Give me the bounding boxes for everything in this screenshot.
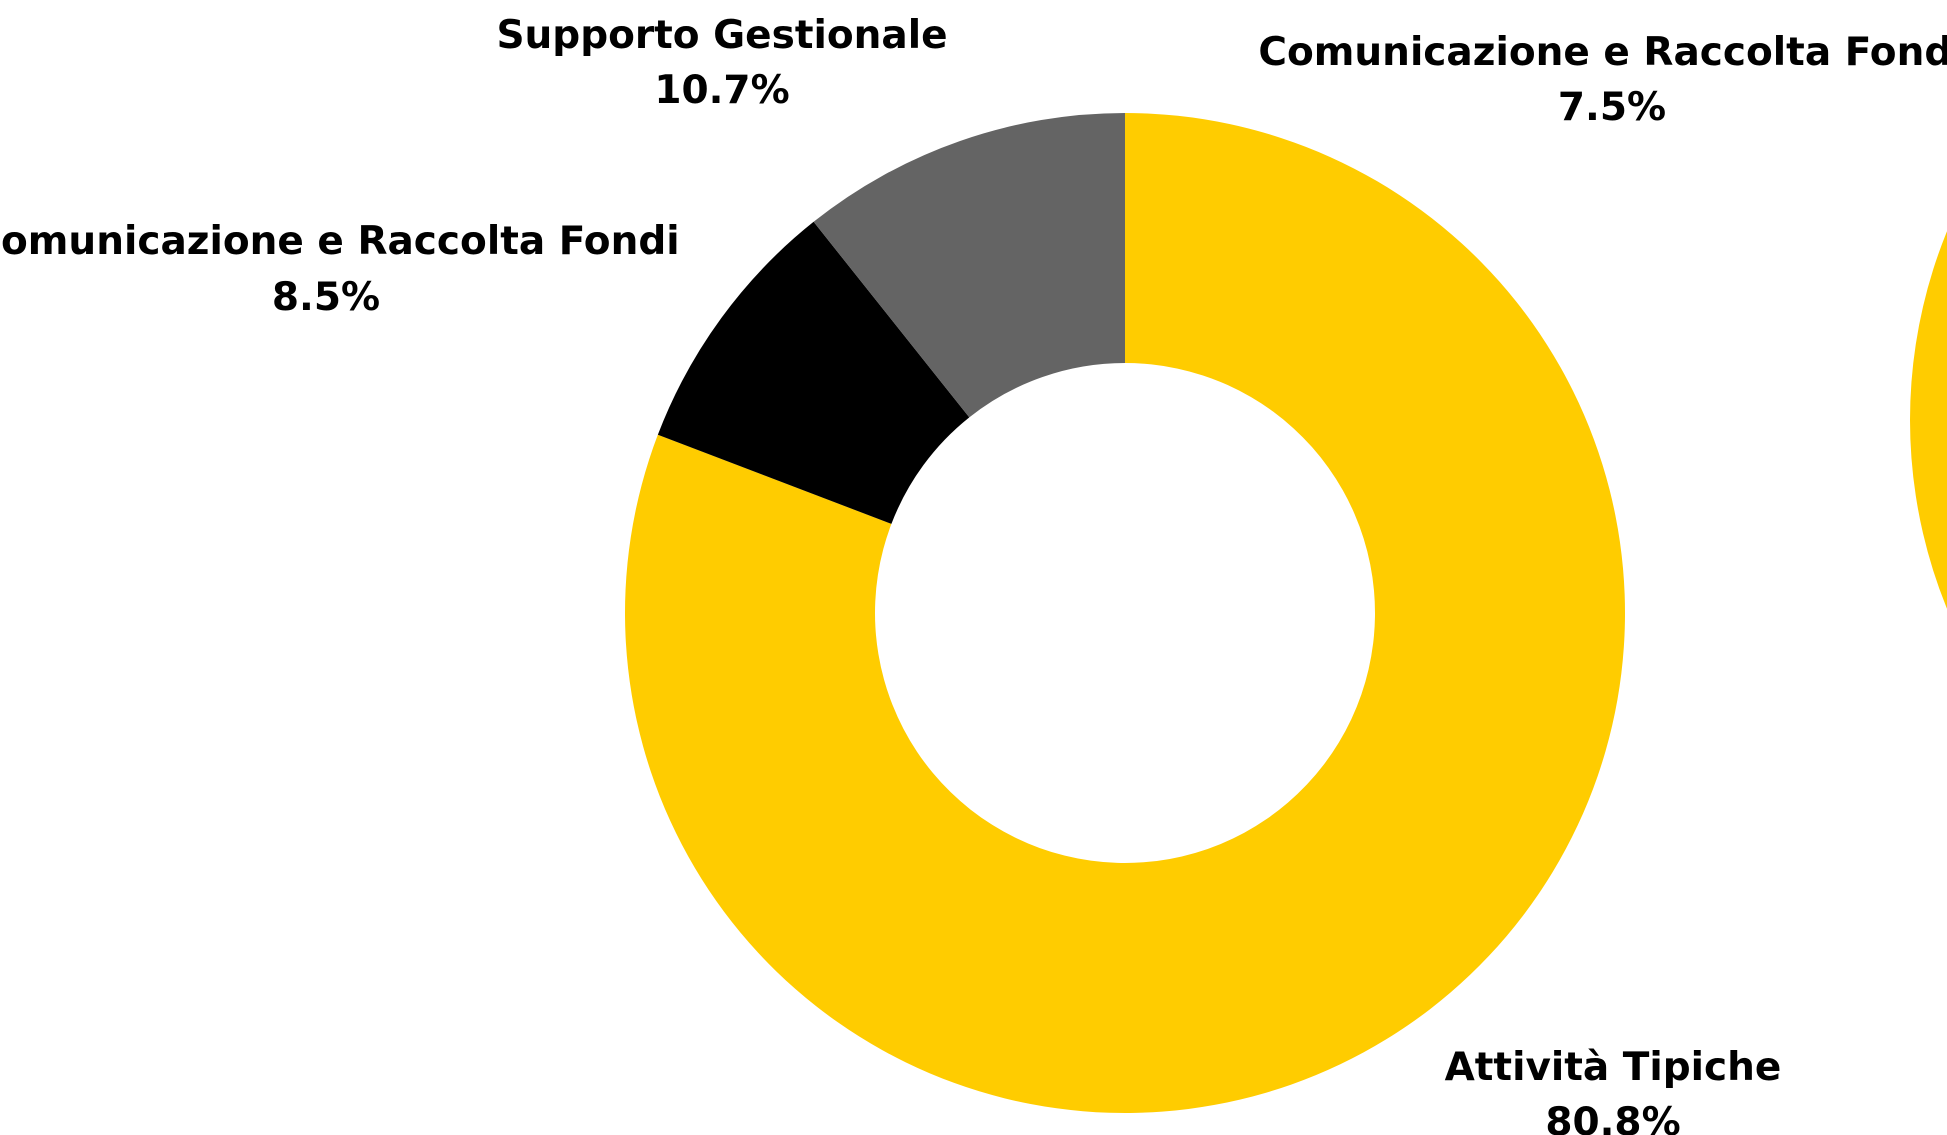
slice-value-supporto-gestionale: 10.7% [654,68,789,113]
slice-value-attivita-tipiche: 80.8% [1545,1100,1680,1135]
donut-chart-main [625,112,1625,1113]
slice-label-comunicazione-raccolta-fondi: Comunicazione e Raccolta Fondi [0,219,680,264]
donut-chart-partial [1910,231,1947,609]
partial-slice-label-comunicazione-raccolta-fondi: Comunicazione e Raccolta Fondi [1258,30,1947,75]
donut-slice-supporto-gestionale [813,112,1125,418]
donut-slice-attivita-tipiche [625,113,1625,1113]
slice-value-comunicazione-raccolta-fondi: 8.5% [272,275,380,320]
slice-label-attivita-tipiche: Attività Tipiche [1445,1045,1782,1090]
donut-slice-partial-comunicazione-e-raccolta-fondi [1910,231,1947,609]
partial-slice-value-comunicazione-raccolta-fondi: 7.5% [1558,85,1666,130]
slice-label-supporto-gestionale: Supporto Gestionale [496,13,947,58]
donut-slice-comunicazione-e-raccolta-fondi [657,221,970,524]
